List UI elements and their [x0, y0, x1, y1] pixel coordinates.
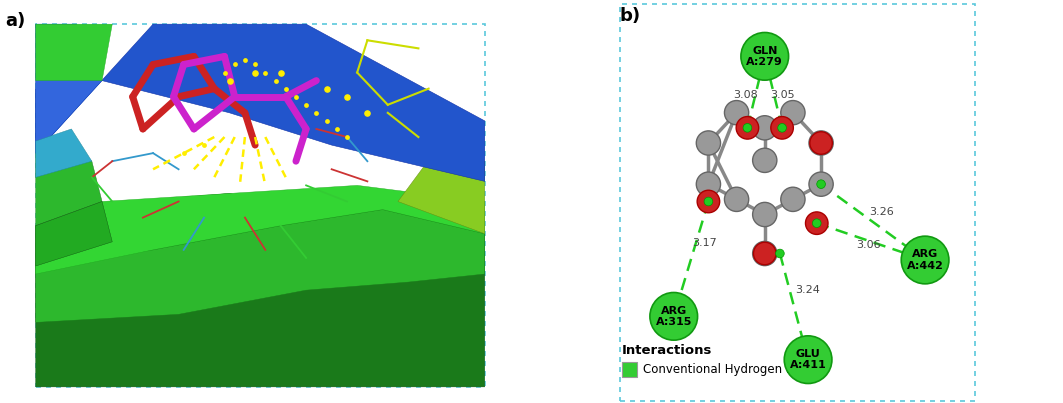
- Text: 3.24: 3.24: [795, 285, 821, 295]
- Polygon shape: [36, 193, 485, 387]
- Circle shape: [776, 249, 784, 258]
- Point: [221, 77, 238, 84]
- Point: [359, 110, 376, 116]
- Text: 3.06: 3.06: [857, 240, 881, 250]
- Text: 3.17: 3.17: [692, 238, 716, 248]
- Text: ARG
A:315: ARG A:315: [656, 305, 692, 327]
- Circle shape: [754, 242, 776, 265]
- Circle shape: [649, 293, 697, 340]
- Text: GLN
A:279: GLN A:279: [746, 46, 783, 67]
- Point: [175, 150, 192, 156]
- Circle shape: [901, 236, 949, 284]
- Circle shape: [696, 172, 721, 196]
- Circle shape: [771, 116, 793, 139]
- Point: [216, 69, 233, 76]
- Point: [338, 93, 355, 100]
- Bar: [622, 362, 637, 377]
- Circle shape: [697, 190, 720, 213]
- Point: [267, 77, 284, 84]
- Point: [277, 85, 294, 92]
- Circle shape: [778, 123, 787, 132]
- Point: [318, 85, 335, 92]
- Point: [338, 134, 355, 140]
- Text: 3.05: 3.05: [770, 90, 794, 100]
- Circle shape: [806, 212, 828, 235]
- Point: [257, 69, 274, 76]
- Polygon shape: [36, 129, 91, 177]
- Text: GLU
A:411: GLU A:411: [790, 349, 826, 370]
- Polygon shape: [36, 210, 485, 322]
- Point: [196, 142, 213, 148]
- Point: [226, 61, 243, 68]
- Point: [328, 126, 345, 132]
- FancyBboxPatch shape: [620, 4, 975, 401]
- Circle shape: [743, 123, 752, 132]
- Circle shape: [696, 131, 721, 155]
- Point: [247, 61, 264, 68]
- Point: [298, 102, 315, 108]
- Point: [318, 118, 335, 124]
- FancyBboxPatch shape: [36, 24, 485, 387]
- Circle shape: [725, 100, 748, 125]
- Polygon shape: [36, 185, 485, 274]
- Circle shape: [784, 336, 832, 384]
- Circle shape: [816, 180, 825, 189]
- Polygon shape: [36, 24, 485, 181]
- Point: [287, 93, 304, 100]
- Point: [247, 69, 264, 76]
- Text: a): a): [5, 12, 26, 30]
- Point: [236, 57, 253, 64]
- Text: 3.08: 3.08: [732, 90, 758, 100]
- Circle shape: [753, 148, 777, 172]
- Text: ARG
A:442: ARG A:442: [907, 249, 944, 271]
- Text: b): b): [620, 6, 641, 25]
- Circle shape: [781, 100, 805, 125]
- Polygon shape: [36, 24, 113, 81]
- Polygon shape: [36, 202, 113, 266]
- Circle shape: [725, 187, 748, 212]
- Circle shape: [753, 241, 777, 266]
- Circle shape: [809, 172, 833, 196]
- Polygon shape: [36, 24, 102, 153]
- Circle shape: [704, 197, 713, 206]
- Polygon shape: [398, 153, 485, 234]
- Circle shape: [810, 132, 832, 154]
- Text: Interactions: Interactions: [622, 345, 712, 357]
- Circle shape: [781, 187, 805, 212]
- Point: [272, 69, 289, 76]
- Circle shape: [753, 202, 777, 226]
- Circle shape: [812, 219, 821, 228]
- Circle shape: [753, 116, 777, 140]
- Circle shape: [741, 33, 789, 80]
- Point: [308, 110, 325, 116]
- Circle shape: [737, 116, 759, 139]
- Circle shape: [809, 131, 833, 155]
- Polygon shape: [36, 141, 102, 226]
- Text: Conventional Hydrogen Bond: Conventional Hydrogen Bond: [643, 363, 816, 376]
- Text: 3.26: 3.26: [870, 207, 894, 217]
